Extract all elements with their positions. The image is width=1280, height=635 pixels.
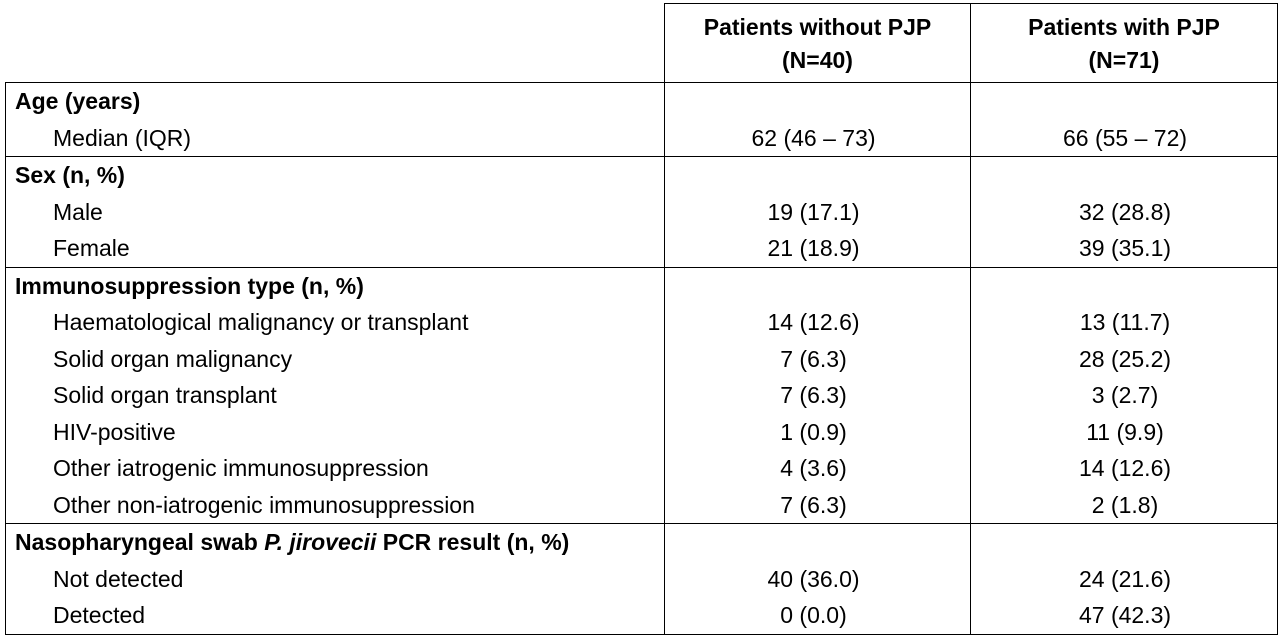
header-with-pjp-n: (N=71) <box>1088 47 1160 73</box>
value-without-pjp: 0 (0.0) <box>664 597 971 635</box>
value-without-pjp: 19 (17.1) <box>664 193 971 230</box>
row-label: Detected <box>5 597 665 635</box>
value-without-pjp: 40 (36.0) <box>664 560 971 597</box>
value-without-pjp: 1 (0.9) <box>664 413 971 450</box>
empty-cell <box>664 523 971 561</box>
table-row: Haematological malignancy or transplant … <box>5 304 1278 341</box>
empty-cell <box>664 156 971 194</box>
value-without-pjp: 7 (6.3) <box>664 486 971 524</box>
empty-cell <box>970 82 1278 120</box>
table-row: Solid organ transplant 7 (6.3) 3 (2.7) <box>5 377 1278 414</box>
section-row-age: Age (years) <box>5 82 1278 120</box>
table-row: Median (IQR) 62 (46 – 73) 66 (55 – 72) <box>5 119 1278 157</box>
value-with-pjp: 32 (28.8) <box>970 193 1278 230</box>
section-title-pcr-pre: Nasopharyngeal swab <box>15 529 265 556</box>
section-title-pcr-organism: P. jirovecii <box>264 529 377 556</box>
value-with-pjp: 47 (42.3) <box>970 597 1278 635</box>
value-without-pjp: 21 (18.9) <box>664 230 971 268</box>
section-row-pcr: Nasopharyngeal swab P. jirovecii PCR res… <box>5 523 1278 561</box>
section-row-immunosuppression: Immunosuppression type (n, %) <box>5 266 1278 304</box>
table-row: Other non-iatrogenic immunosuppression 7… <box>5 486 1278 524</box>
value-without-pjp: 7 (6.3) <box>664 340 971 377</box>
table-row: Solid organ malignancy 7 (6.3) 28 (25.2) <box>5 340 1278 377</box>
section-title-age: Age (years) <box>5 82 665 120</box>
empty-cell <box>664 82 971 120</box>
table-row: Male 19 (17.1) 32 (28.8) <box>5 193 1278 230</box>
value-with-pjp: 14 (12.6) <box>970 450 1278 487</box>
value-with-pjp: 24 (21.6) <box>970 560 1278 597</box>
value-without-pjp: 7 (6.3) <box>664 377 971 414</box>
row-label: Median (IQR) <box>5 119 665 157</box>
value-with-pjp: 28 (25.2) <box>970 340 1278 377</box>
table-header-row: Patients without PJP (N=40) Patients wit… <box>5 3 1278 83</box>
row-label: Solid organ malignancy <box>5 340 665 377</box>
patient-characteristics-table: Patients without PJP (N=40) Patients wit… <box>5 3 1278 635</box>
row-label: HIV-positive <box>5 413 665 450</box>
row-label: Male <box>5 193 665 230</box>
header-without-pjp-n: (N=40) <box>782 47 853 73</box>
section-title-sex: Sex (n, %) <box>5 156 665 194</box>
table-row: Not detected 40 (36.0) 24 (21.6) <box>5 560 1278 597</box>
header-blank-cell <box>5 3 665 83</box>
header-without-pjp: Patients without PJP (N=40) <box>664 3 971 83</box>
section-title-pcr: Nasopharyngeal swab P. jirovecii PCR res… <box>5 523 665 561</box>
header-with-pjp: Patients with PJP (N=71) <box>970 3 1278 83</box>
section-title-pcr-post: PCR result (n, %) <box>376 529 570 556</box>
table-row: Detected 0 (0.0) 47 (42.3) <box>5 597 1278 635</box>
row-label: Female <box>5 230 665 268</box>
value-without-pjp: 14 (12.6) <box>664 304 971 341</box>
empty-cell <box>970 523 1278 561</box>
empty-cell <box>970 266 1278 304</box>
value-without-pjp: 4 (3.6) <box>664 450 971 487</box>
table-row: HIV-positive 1 (0.9) 11 (9.9) <box>5 413 1278 450</box>
value-with-pjp: 11 (9.9) <box>970 413 1278 450</box>
section-title-immunosuppression: Immunosuppression type (n, %) <box>5 266 665 304</box>
row-label: Haematological malignancy or transplant <box>5 304 665 341</box>
value-with-pjp: 66 (55 – 72) <box>970 119 1278 157</box>
row-label: Other non-iatrogenic immunosuppression <box>5 486 665 524</box>
value-with-pjp: 2 (1.8) <box>970 486 1278 524</box>
row-label: Not detected <box>5 560 665 597</box>
value-with-pjp: 39 (35.1) <box>970 230 1278 268</box>
empty-cell <box>664 266 971 304</box>
row-label: Other iatrogenic immunosuppression <box>5 450 665 487</box>
header-with-pjp-title: Patients with PJP <box>1028 14 1220 40</box>
value-with-pjp: 3 (2.7) <box>970 377 1278 414</box>
section-row-sex: Sex (n, %) <box>5 156 1278 194</box>
header-without-pjp-title: Patients without PJP <box>703 14 932 40</box>
table-row: Other iatrogenic immunosuppression 4 (3.… <box>5 450 1278 487</box>
table-row: Female 21 (18.9) 39 (35.1) <box>5 230 1278 268</box>
empty-cell <box>970 156 1278 194</box>
row-label: Solid organ transplant <box>5 377 665 414</box>
value-with-pjp: 13 (11.7) <box>970 304 1278 341</box>
value-without-pjp: 62 (46 – 73) <box>664 119 971 157</box>
